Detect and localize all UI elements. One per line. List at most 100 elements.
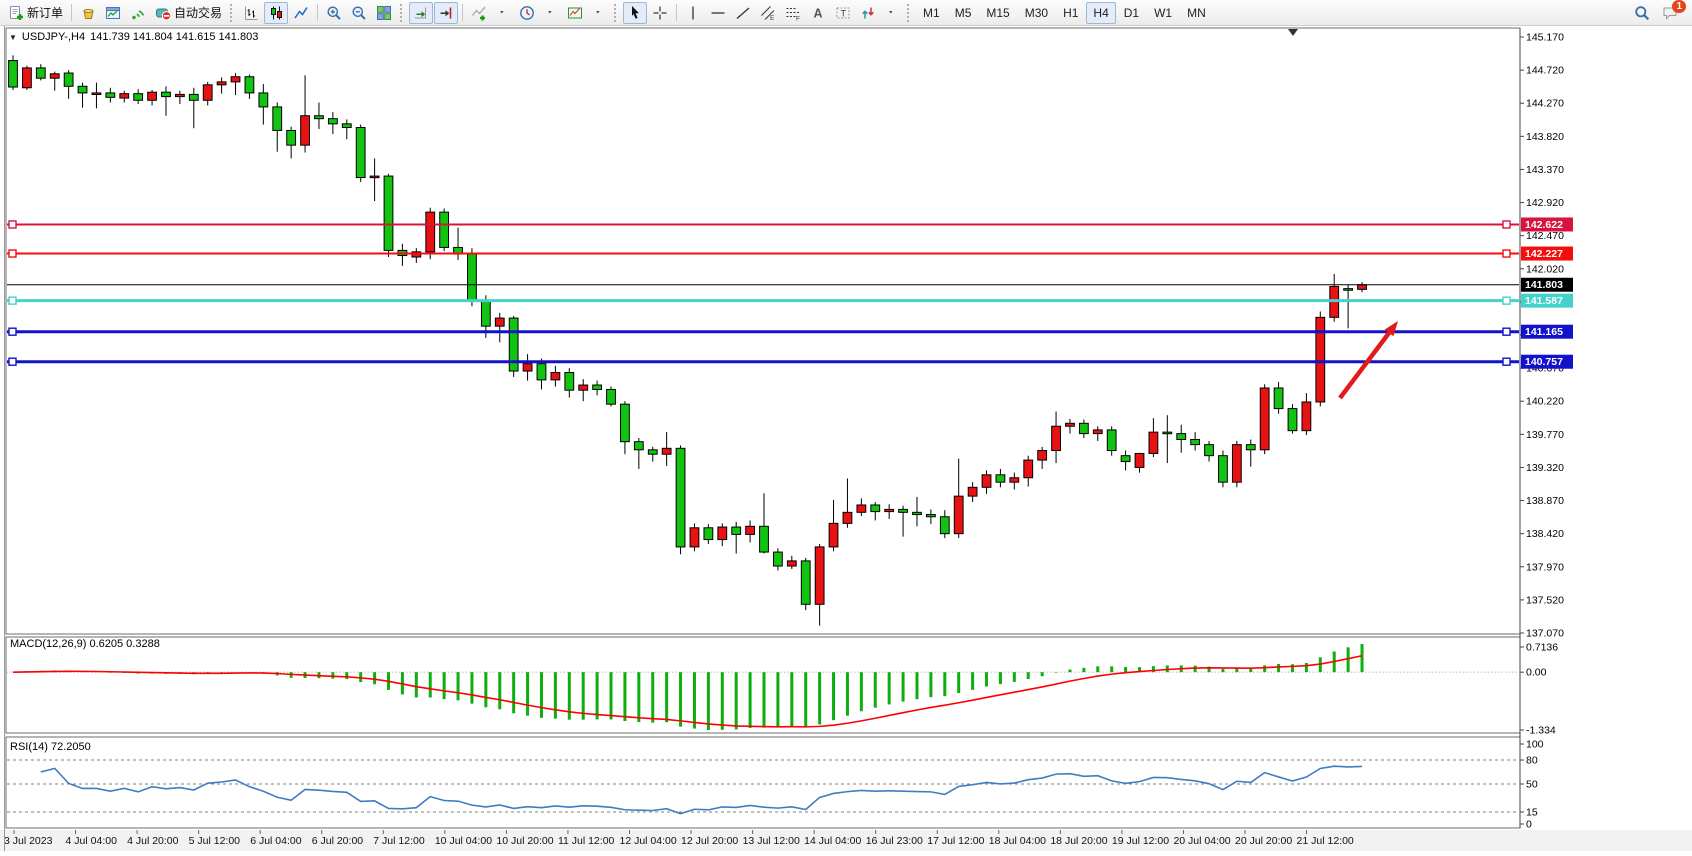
- notification-badge: 1: [1672, 0, 1686, 13]
- tf-w1[interactable]: W1: [1147, 2, 1179, 24]
- toolbar: 新订单 自动交易 E F A T M1 M5 M15 M30 H1 H4 D1 W1 MN 1: [0, 0, 1692, 26]
- cursor-button[interactable]: [623, 1, 648, 24]
- text-label-button[interactable]: T: [831, 2, 855, 24]
- svg-text:21 Jul 12:00: 21 Jul 12:00: [1297, 835, 1354, 847]
- svg-text:142.470: 142.470: [1526, 230, 1564, 242]
- crosshair-button[interactable]: [648, 2, 672, 24]
- hlines-layer[interactable]: [7, 220, 1519, 366]
- svg-text:137.970: 137.970: [1526, 561, 1564, 573]
- tf-d1[interactable]: D1: [1117, 2, 1146, 24]
- signals-button[interactable]: [126, 2, 150, 24]
- fibo-icon: F: [786, 7, 800, 21]
- signal-icon: [132, 9, 145, 19]
- hline-icon: [711, 11, 725, 14]
- chart-window-icon: [106, 6, 121, 19]
- zoom-in-button[interactable]: [322, 2, 346, 24]
- chart-canvas[interactable]: 145.170 144.720 144.270 143.820 143.370 142.9…: [0, 26, 1692, 851]
- trend-arrow[interactable]: [1338, 331, 1391, 400]
- svg-text:138.420: 138.420: [1526, 528, 1564, 540]
- svg-text:20 Jul 04:00: 20 Jul 04:00: [1173, 835, 1230, 847]
- rsi-line: [40, 765, 1363, 815]
- search-button[interactable]: [1630, 2, 1654, 24]
- tf-m30[interactable]: M30: [1018, 2, 1055, 24]
- tf-h1[interactable]: H1: [1056, 2, 1085, 24]
- candlestick-button[interactable]: [264, 1, 289, 24]
- hline-handle[interactable]: [1502, 220, 1511, 229]
- caret-icon: [595, 11, 600, 14]
- vertical-line-button[interactable]: [681, 2, 705, 24]
- hline-handle[interactable]: [1502, 296, 1511, 305]
- svg-text:140.757: 140.757: [1525, 356, 1563, 368]
- horizontal-line-button[interactable]: [706, 2, 730, 24]
- notifications-button[interactable]: 1: [1658, 0, 1686, 24]
- svg-text:144.270: 144.270: [1526, 98, 1564, 110]
- svg-text:144.720: 144.720: [1526, 65, 1564, 77]
- chart-window-button[interactable]: [101, 2, 125, 24]
- new-order-button[interactable]: 新订单: [4, 2, 67, 24]
- trendline-button[interactable]: [731, 2, 755, 24]
- svg-text:17 Jul 12:00: 17 Jul 12:00: [927, 835, 984, 847]
- tf-m5[interactable]: M5: [948, 2, 979, 24]
- price-tag: [1521, 324, 1573, 339]
- periods-dropdown[interactable]: [540, 2, 562, 24]
- chart-shift-icon: [440, 7, 452, 18]
- zoom-out-button[interactable]: [347, 2, 371, 24]
- periods-button[interactable]: [515, 2, 539, 24]
- bar-chart-button[interactable]: [239, 2, 263, 24]
- hline-handle[interactable]: [8, 249, 17, 258]
- tf-mn[interactable]: MN: [1180, 2, 1213, 24]
- autoscroll-button[interactable]: [409, 1, 434, 24]
- chart-shift-button[interactable]: [434, 1, 459, 24]
- hline-handle[interactable]: [8, 296, 17, 305]
- hline-handle[interactable]: [8, 220, 17, 229]
- svg-text:141.587: 141.587: [1525, 295, 1563, 307]
- svg-text:11 Jul 12:00: 11 Jul 12:00: [558, 835, 615, 847]
- bars-icon: [245, 6, 258, 20]
- arrows-dropdown[interactable]: [881, 2, 903, 24]
- tf-m15[interactable]: M15: [979, 2, 1016, 24]
- hline-handle[interactable]: [8, 357, 17, 366]
- svg-text:0.00: 0.00: [1526, 667, 1547, 679]
- indicators-dropdown[interactable]: [492, 2, 514, 24]
- svg-text:137.520: 137.520: [1526, 594, 1564, 606]
- tf-m1[interactable]: M1: [916, 2, 947, 24]
- chart-title: ▼ USDJPY-,H4 141.739 141.804 141.615 141…: [9, 31, 258, 43]
- chart-shift-marker[interactable]: [1288, 29, 1298, 36]
- toolbar-separator: [71, 4, 73, 21]
- indicators-button[interactable]: [467, 2, 491, 24]
- svg-text:16 Jul 23:00: 16 Jul 23:00: [866, 835, 923, 847]
- svg-text:7 Jul 12:00: 7 Jul 12:00: [373, 835, 425, 847]
- autotrade-button-label: 自动交易: [174, 6, 223, 20]
- tf-h4[interactable]: H4: [1086, 1, 1116, 24]
- hline-handle[interactable]: [1502, 357, 1511, 366]
- tf-m5-label: M5: [954, 5, 972, 20]
- trend-arrow-head[interactable]: [1384, 321, 1398, 337]
- styler-button[interactable]: [76, 2, 100, 24]
- caret-icon: [547, 11, 552, 14]
- line-chart-button[interactable]: [289, 2, 313, 24]
- hline-handle[interactable]: [1502, 249, 1511, 258]
- svg-text:20 Jul 20:00: 20 Jul 20:00: [1235, 835, 1292, 847]
- channel-button[interactable]: E: [756, 2, 780, 24]
- svg-text:141.803: 141.803: [1525, 279, 1563, 291]
- toolbar-right: 1: [1630, 0, 1688, 24]
- svg-text:50: 50: [1526, 779, 1538, 791]
- autotrade-button[interactable]: 自动交易: [151, 2, 226, 24]
- candles-layer: [8, 55, 1367, 626]
- templates-button[interactable]: [563, 2, 587, 24]
- toolbar-grip: [907, 3, 912, 22]
- arrows-button[interactable]: [856, 2, 880, 24]
- svg-text:6 Jul 20:00: 6 Jul 20:00: [312, 835, 364, 847]
- text-button[interactable]: A: [806, 2, 830, 24]
- tf-d1-label: D1: [1123, 5, 1140, 20]
- hline-handle[interactable]: [1502, 327, 1511, 336]
- toolbar-grip: [400, 3, 405, 22]
- price-tag: [1521, 293, 1573, 308]
- hline-handle[interactable]: [8, 327, 17, 336]
- chart-area[interactable]: 145.170 144.720 144.270 143.820 143.370 142.9…: [0, 26, 1692, 851]
- templates-dropdown[interactable]: [588, 2, 610, 24]
- svg-text:0: 0: [1526, 819, 1532, 831]
- fibonacci-button[interactable]: F: [781, 2, 805, 24]
- symbol-dropdown-icon[interactable]: ▼: [9, 32, 17, 42]
- tile-windows-button[interactable]: [372, 2, 396, 24]
